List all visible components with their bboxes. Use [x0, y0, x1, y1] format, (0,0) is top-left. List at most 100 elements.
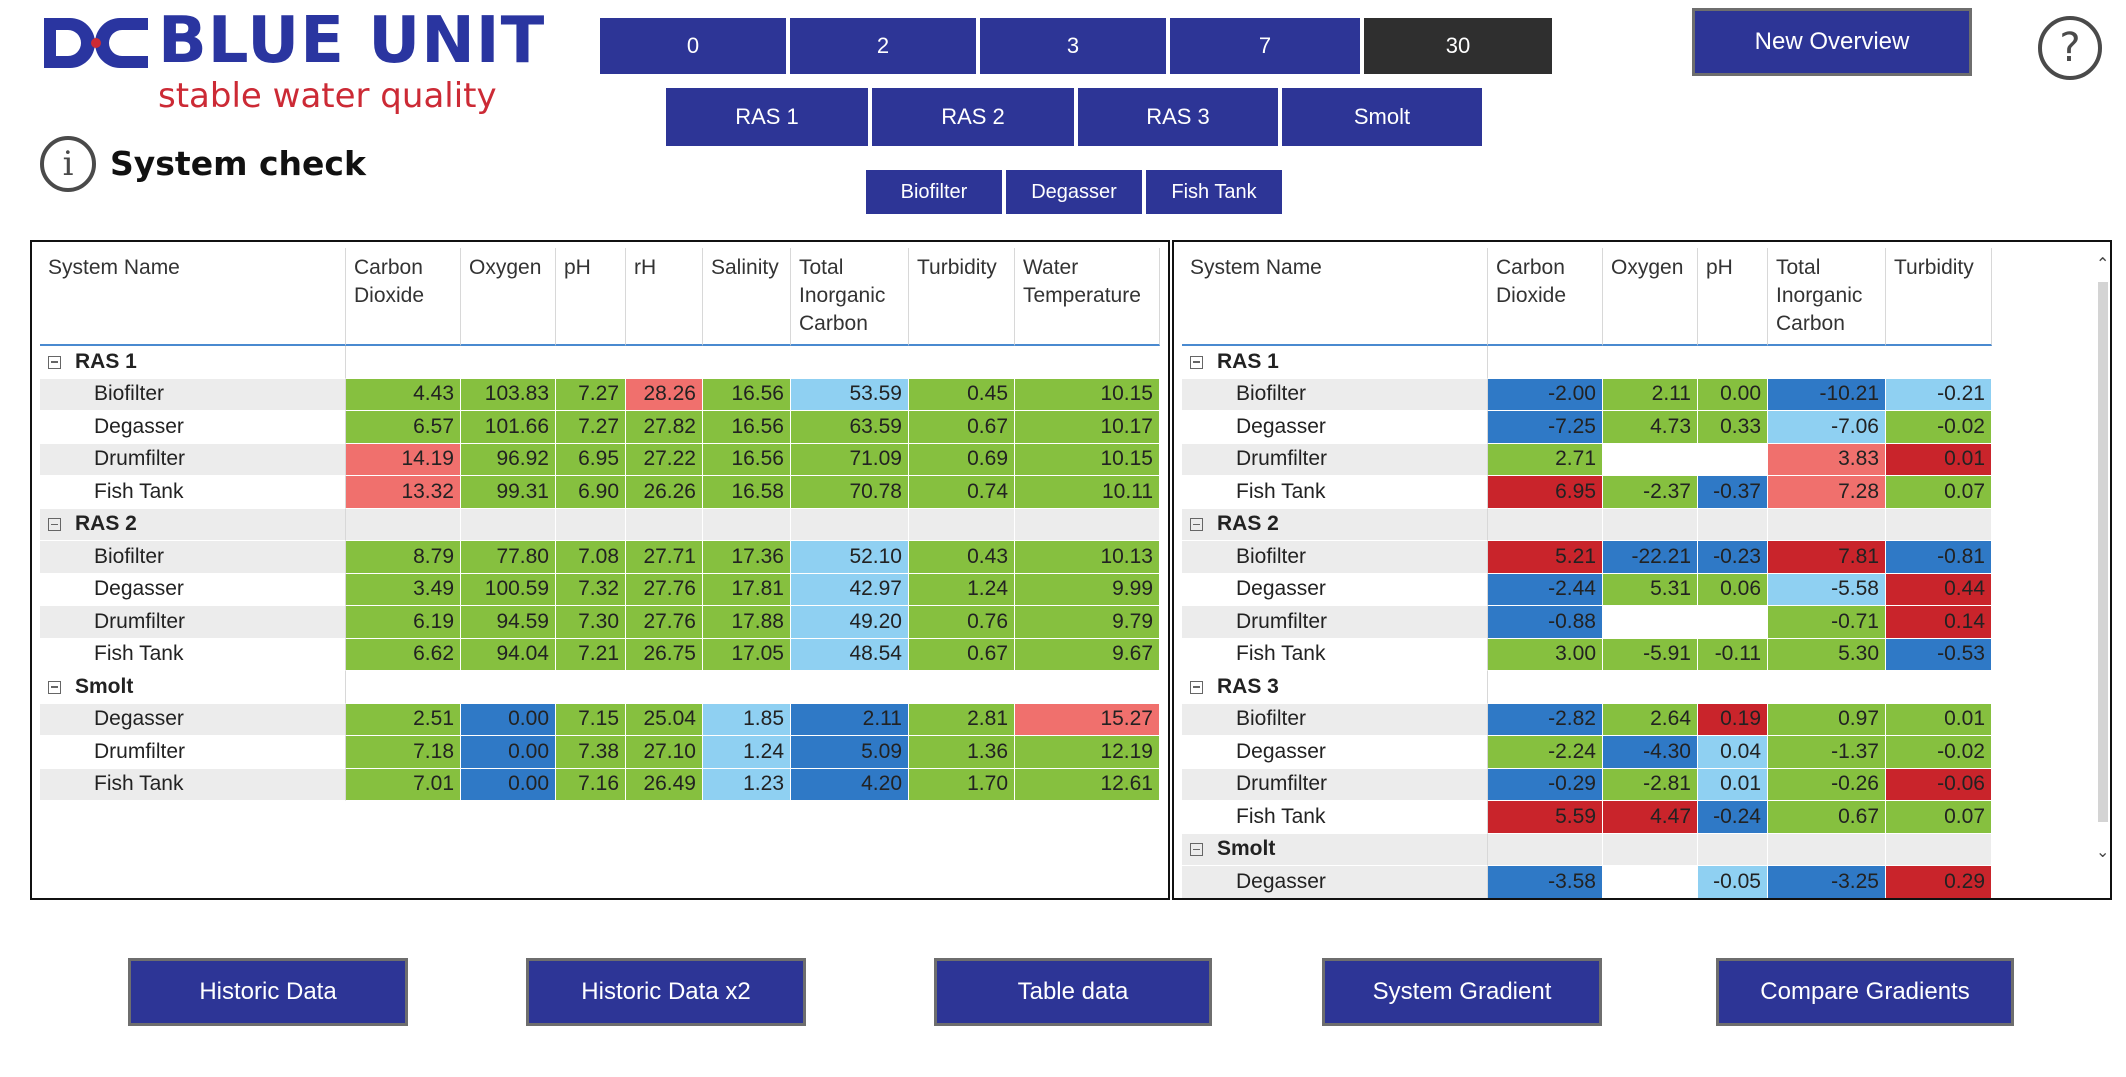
day-button-30-selected[interactable]: 30 — [1364, 18, 1552, 74]
unit-name-cell: Drumfilter — [40, 443, 346, 476]
value-cell-carbon-dioxide: -2.00 — [1488, 378, 1603, 411]
group-spacer-cell — [1698, 508, 1768, 541]
value-cell-rh: 27.76 — [626, 606, 703, 639]
group-name-cell[interactable]: RAS 3 — [1182, 671, 1488, 704]
value-cell-oxygen: -4.30 — [1603, 736, 1698, 769]
system-button-ras2[interactable]: RAS 2 — [872, 88, 1074, 146]
table-data-button[interactable]: Table data — [934, 958, 1212, 1026]
group-spacer-cell — [791, 346, 909, 379]
value-cell-carbon-dioxide: -7.25 — [1488, 411, 1603, 444]
unit-name-cell: Degasser — [1182, 736, 1488, 769]
value-cell-total-inorganic-carbon: 71.09 — [791, 443, 909, 476]
value-cell-turbidity: 1.36 — [909, 736, 1015, 769]
collapse-toggle-icon[interactable] — [48, 680, 61, 694]
column-header-oxygen[interactable]: Oxygen — [1603, 248, 1698, 346]
unit-name-cell: Biofilter — [40, 378, 346, 411]
system-button-ras3[interactable]: RAS 3 — [1078, 88, 1278, 146]
group-name-cell[interactable]: RAS 1 — [40, 346, 346, 379]
column-header-carbon-dioxide[interactable]: Carbon Dioxide — [346, 248, 461, 346]
table-row: Biofilter 8.79 77.80 7.08 27.71 17.36 52.10 0.4… — [40, 541, 1160, 574]
value-cell-carbon-dioxide: 8.79 — [346, 541, 461, 574]
group-spacer-cell — [1698, 833, 1768, 866]
group-name-cell[interactable]: RAS 1 — [1182, 346, 1488, 379]
group-row: Smolt — [40, 671, 1160, 704]
value-cell-total-inorganic-carbon: 52.10 — [791, 541, 909, 574]
column-header-carbon-dioxide[interactable]: Carbon Dioxide — [1488, 248, 1603, 346]
unit-button-degasser[interactable]: Degasser — [1006, 170, 1142, 214]
day-button-0[interactable]: 0 — [600, 18, 786, 74]
column-header-ph[interactable]: pH — [1698, 248, 1768, 346]
value-cell-carbon-dioxide: 5.21 — [1488, 541, 1603, 574]
group-name-cell[interactable]: Smolt — [40, 671, 346, 704]
unit-button-biofilter[interactable]: Biofilter — [866, 170, 1002, 214]
day-button-2[interactable]: 2 — [790, 18, 976, 74]
group-name-cell[interactable]: Smolt — [1182, 833, 1488, 866]
column-header-system-name[interactable]: System Name — [40, 248, 346, 346]
gradient-table: System Name Carbon Dioxide Oxygen pH Total I… — [1182, 248, 1992, 898]
unit-name-cell: Fish Tank — [1182, 801, 1488, 834]
collapse-toggle-icon[interactable] — [1190, 843, 1203, 857]
group-name-cell[interactable]: RAS 2 — [40, 508, 346, 541]
system-gradient-button[interactable]: System Gradient — [1322, 958, 1602, 1026]
collapse-toggle-icon[interactable] — [48, 518, 61, 532]
column-header-total-inorganic-carbon[interactable]: Total Inorganic Carbon — [791, 248, 909, 346]
column-header-salinity[interactable]: Salinity — [703, 248, 791, 346]
scrollbar-track[interactable] — [2098, 282, 2108, 822]
collapse-toggle-icon[interactable] — [48, 355, 61, 369]
group-spacer-cell — [1768, 508, 1886, 541]
value-cell-carbon-dioxide: 3.00 — [1488, 638, 1603, 671]
value-cell-salinity: 17.05 — [703, 638, 791, 671]
value-cell-turbidity: -0.02 — [1886, 736, 1992, 769]
system-button-smolt[interactable]: Smolt — [1282, 88, 1482, 146]
day-button-7[interactable]: 7 — [1170, 18, 1360, 74]
compare-gradients-button[interactable]: Compare Gradients — [1716, 958, 2014, 1026]
new-overview-button[interactable]: New Overview — [1692, 8, 1972, 76]
scroll-down-arrow-icon[interactable]: ⌄ — [2096, 842, 2110, 861]
value-cell-total-inorganic-carbon: 70.78 — [791, 476, 909, 509]
group-spacer-cell — [1768, 833, 1886, 866]
unit-button-fish-tank[interactable]: Fish Tank — [1146, 170, 1282, 214]
column-header-turbidity[interactable]: Turbidity — [1886, 248, 1992, 346]
column-header-total-inorganic-carbon[interactable]: Total Inorganic Carbon — [1768, 248, 1886, 346]
value-cell-rh: 27.76 — [626, 573, 703, 606]
collapse-toggle-icon[interactable] — [1190, 680, 1203, 694]
help-icon[interactable]: ? — [2038, 16, 2102, 80]
group-label: RAS 2 — [1217, 512, 1279, 536]
scroll-up-arrow-icon[interactable]: ⌃ — [2096, 254, 2110, 273]
blue-unit-logo: BLUE UNIT stable water quality — [40, 4, 544, 120]
column-header-ph[interactable]: pH — [556, 248, 626, 346]
group-spacer-cell — [909, 346, 1015, 379]
day-button-3[interactable]: 3 — [980, 18, 1166, 74]
column-header-turbidity[interactable]: Turbidity — [909, 248, 1015, 346]
table-row: Drumfilter 6.19 94.59 7.30 27.76 17.88 49.20 0.… — [40, 606, 1160, 639]
value-cell-ph: 0.04 — [1698, 736, 1768, 769]
historic-data-x2-button[interactable]: Historic Data x2 — [526, 958, 806, 1026]
value-cell-water-temperature: 12.61 — [1015, 768, 1160, 801]
collapse-toggle-icon[interactable] — [1190, 355, 1203, 369]
table-row: Drumfilter 7.18 0.00 7.38 27.10 1.24 5.09 1.36 1… — [40, 736, 1160, 769]
column-header-water-temperature[interactable]: Water Temperature — [1015, 248, 1160, 346]
value-cell-water-temperature: 9.99 — [1015, 573, 1160, 606]
column-header-rh[interactable]: rH — [626, 248, 703, 346]
value-cell-ph: 7.32 — [556, 573, 626, 606]
system-button-ras1[interactable]: RAS 1 — [666, 88, 868, 146]
historic-data-button[interactable]: Historic Data — [128, 958, 408, 1026]
info-icon[interactable]: i — [40, 136, 96, 192]
unit-name-cell: Degasser — [1182, 866, 1488, 898]
collapse-toggle-icon[interactable] — [1190, 518, 1203, 532]
column-header-system-name[interactable]: System Name — [1182, 248, 1488, 346]
group-label: RAS 3 — [1217, 674, 1279, 698]
group-name-cell[interactable]: RAS 2 — [1182, 508, 1488, 541]
group-spacer-cell — [1015, 671, 1160, 704]
value-cell-total-inorganic-carbon: 4.20 — [791, 768, 909, 801]
value-cell-turbidity: 0.76 — [909, 606, 1015, 639]
unit-name-cell: Fish Tank — [1182, 638, 1488, 671]
column-header-oxygen[interactable]: Oxygen — [461, 248, 556, 346]
unit-name-cell: Fish Tank — [40, 476, 346, 509]
value-cell-turbidity: 0.14 — [1886, 606, 1992, 639]
system-check-table: System Name Carbon Dioxide Oxygen pH rH Salin… — [40, 248, 1160, 801]
value-cell-carbon-dioxide: -0.29 — [1488, 768, 1603, 801]
value-cell-ph: -0.37 — [1698, 476, 1768, 509]
group-spacer-cell — [909, 508, 1015, 541]
group-spacer-cell — [346, 346, 461, 379]
